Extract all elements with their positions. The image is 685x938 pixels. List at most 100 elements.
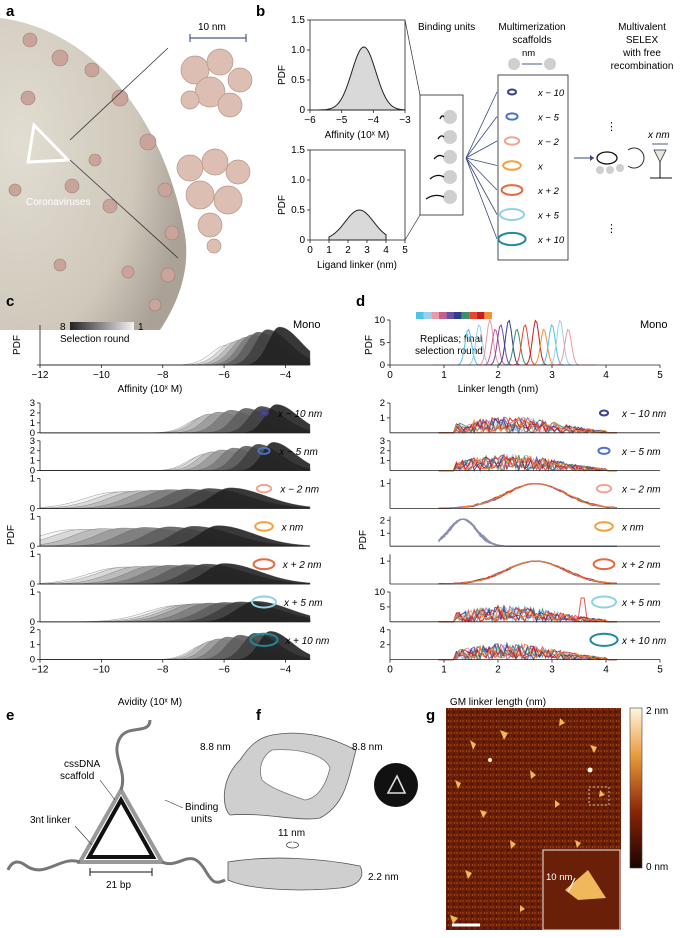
dots-top: ⋮ [606, 121, 617, 133]
gm-series: 1 x − 2 nm [380, 479, 661, 509]
selex-complex-icon [596, 151, 618, 165]
distribution-arrow [465, 91, 498, 159]
avidity-series: 0 1 x + 5 nm [30, 587, 323, 628]
y-tick-label: 2 [380, 515, 385, 526]
x-tick-label: 1 [441, 665, 447, 676]
xlabel-d-stack: GM linker length (nm) [450, 697, 546, 708]
legend-title-d-1: Replicas; final [420, 334, 482, 345]
series-ring-icon [591, 595, 617, 609]
series-label: x + 5 nm [621, 598, 661, 609]
replica-line [438, 518, 617, 547]
avidity-series: 0 1 x nm [30, 511, 311, 552]
legend-swatch [446, 312, 454, 319]
x-tick-label: −10 [93, 665, 110, 676]
x-tick-label: 2 [495, 370, 501, 381]
spike-closeup-top [180, 48, 253, 118]
series-ring-icon [254, 521, 274, 532]
legend-swatch [461, 312, 470, 319]
x-tick-label: −4 [368, 115, 380, 126]
y-tick-label: 4 [380, 625, 385, 636]
chart-c-affinity: −12 −10 −8 −6 −4 [32, 325, 311, 381]
gm-series: 1 x + 2 nm [380, 554, 661, 585]
replica-line [438, 416, 617, 435]
label-scaffold-2: scaffold [60, 771, 94, 782]
scaffold-ring-icon [499, 208, 525, 221]
panel-a: a Coronaviruses 10 nm [0, 3, 253, 330]
y-tick-label: 1 [30, 549, 35, 560]
avidity-round-area [40, 442, 311, 471]
selex-line-4: recombination [611, 61, 674, 72]
panel-b: b −6 −5 −4 −3 0 0.5 1.0 1.5 PDF Affinity (10ˣ M… [256, 3, 673, 271]
cssdna-scaffold-outer [76, 785, 166, 864]
class-average-image [374, 763, 418, 807]
virus-label: Coronaviruses [26, 197, 90, 208]
y-tick-label: 0 [30, 541, 35, 552]
series-label: x − 2 nm [279, 485, 319, 496]
y-tick-label: 1 [380, 413, 385, 424]
y-tick-label: 2 [30, 446, 35, 457]
replica-line [438, 518, 617, 547]
x-tick-label: 4 [603, 370, 609, 381]
scaffold-ring-icon [502, 160, 522, 171]
legend-selection-round: 8 1 Selection round [60, 322, 144, 345]
scaffold-label: x [537, 162, 544, 173]
y-tick-label: 1 [380, 528, 385, 539]
series-label: x − 5 nm [621, 447, 661, 458]
scaffold-ring-icon [507, 88, 517, 96]
y-tick-label: 1 [30, 474, 35, 485]
spike-closeup-bottom [176, 148, 251, 254]
ylabel-b-bot: PDF [277, 195, 288, 215]
chart-b-linker: 0 1 2 3 4 5 0 0.5 1.0 1.5 PDF Ligand linker (nm) [277, 145, 408, 271]
replica-line [438, 606, 617, 624]
binding-units-title: Binding units [418, 22, 475, 33]
avidity-series: 0 1 x − 2 nm [30, 474, 319, 515]
x-tick-label: −10 [93, 370, 110, 381]
gm-series: 1 2 x − 10 nm [380, 398, 666, 435]
inset-label: 10 nm [546, 872, 572, 883]
legend-swatch [476, 312, 485, 319]
panel-letter-g: g [426, 707, 435, 724]
gm-series: 1 2 x nm [380, 515, 660, 547]
xlabel-c-mono: Affinity (10ˣ M) [118, 384, 183, 395]
replica-line [438, 645, 617, 661]
ylabel-d-mono: PDF [364, 335, 375, 355]
inset-marker [588, 786, 610, 806]
replica-line [438, 604, 617, 623]
distribution-arrow [465, 157, 498, 215]
ylabel-c-stack: PDF [6, 525, 17, 545]
series-ring-icon [255, 483, 273, 494]
binding-unit-linkers [425, 115, 445, 200]
y-tick-label: 0 [30, 617, 35, 628]
selex-line-2: SELEX [626, 35, 659, 46]
y-tick-label: 1 [30, 640, 35, 651]
dim-right: 8.8 nm [352, 742, 383, 753]
y-tick-label: 5 [380, 602, 385, 613]
panel-g: g 10 nm 2 nm 0 nm [426, 706, 668, 931]
legend-swatch [423, 312, 432, 319]
y-tick-label: 10 [374, 315, 385, 326]
mono-label-d: Mono [640, 319, 668, 331]
recombination-cycle-icon [627, 147, 645, 169]
series-ring-icon [597, 446, 611, 455]
scaffold-label: x + 10 [537, 235, 565, 246]
replica-line [438, 560, 617, 585]
nm-label: nm [522, 48, 535, 59]
replica-line [438, 453, 617, 472]
series-label: x − 10 nm [621, 409, 666, 420]
x-tick-label: 5 [402, 245, 408, 256]
series-ring-icon [589, 632, 619, 647]
x-tick-label: 0 [387, 370, 393, 381]
series-ring-icon [594, 521, 614, 532]
x-tick-label: 1 [326, 245, 332, 256]
x-tick-label: −4 [280, 370, 292, 381]
binding-unit-strand-left [6, 859, 81, 872]
replica-line [438, 642, 617, 661]
xlabel-b-top: Affinity (10ˣ M) [325, 130, 390, 141]
legend-swatch [438, 312, 447, 319]
y-tick-label: 1 [30, 587, 35, 598]
replica-line [438, 644, 617, 661]
legend-swatch [416, 312, 424, 319]
chart-d-mono: 0 5 10 0 1 2 3 4 5 [374, 315, 663, 381]
x-tick-label: −8 [157, 370, 169, 381]
y-tick-label: 2 [30, 625, 35, 636]
